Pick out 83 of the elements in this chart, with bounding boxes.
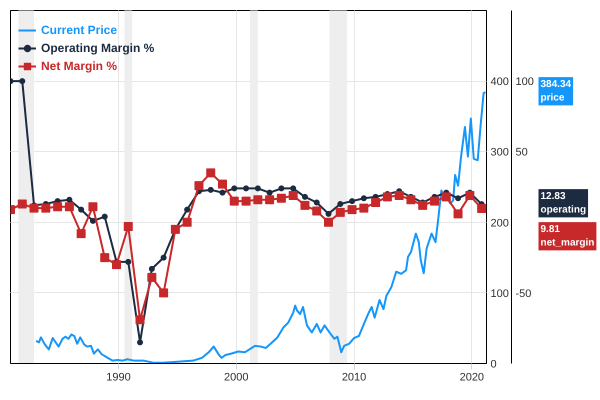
point	[125, 258, 132, 265]
point	[243, 185, 250, 192]
point	[112, 260, 121, 270]
point	[219, 190, 226, 196]
point	[394, 190, 404, 200]
point	[290, 185, 296, 192]
point	[371, 198, 380, 208]
point	[454, 209, 463, 218]
x-tick-label: 2020	[460, 372, 484, 384]
point	[265, 195, 274, 204]
text: 12.83 operating	[540, 191, 586, 216]
point	[442, 192, 451, 202]
point	[288, 190, 298, 200]
point	[430, 196, 440, 206]
point	[124, 222, 133, 232]
y2-tick-label: 100	[516, 76, 534, 88]
point	[300, 200, 310, 210]
point	[90, 218, 96, 224]
point	[76, 229, 86, 238]
legend-label: Net Margin %	[41, 58, 118, 74]
legend-label: Current Price	[41, 22, 118, 38]
y-tick-label: 200	[490, 217, 509, 230]
point	[360, 195, 367, 202]
point	[231, 185, 238, 192]
legend-label: Operating Margin %	[41, 40, 154, 56]
point	[64, 202, 74, 212]
point	[382, 192, 392, 202]
point	[477, 204, 486, 213]
point	[136, 315, 145, 324]
point	[30, 204, 39, 213]
point	[102, 214, 108, 220]
y2-tick-label: -50	[516, 288, 532, 300]
text: 384.34 price	[540, 79, 572, 104]
point	[349, 198, 356, 204]
point	[18, 199, 27, 208]
point	[242, 196, 251, 206]
point	[208, 186, 214, 193]
point	[78, 206, 84, 213]
point	[147, 272, 156, 282]
point	[337, 200, 344, 207]
point	[336, 208, 345, 217]
point	[19, 78, 26, 84]
point	[194, 181, 204, 190]
x-tick-label: 1990	[106, 372, 131, 384]
point	[88, 202, 98, 212]
point	[406, 195, 416, 204]
point	[41, 204, 50, 213]
point	[465, 190, 474, 200]
point	[418, 200, 428, 210]
point	[324, 218, 333, 227]
point	[348, 205, 357, 214]
point	[137, 339, 144, 346]
point	[253, 195, 262, 204]
point	[359, 204, 368, 213]
point	[325, 210, 332, 217]
point	[148, 266, 155, 272]
point	[100, 253, 110, 262]
x-tick-label: 2000	[224, 372, 249, 384]
point	[218, 180, 227, 189]
text: 9.81 net_margin	[540, 224, 594, 248]
point	[182, 218, 192, 227]
y-tick-label: 0	[490, 358, 497, 370]
point	[266, 190, 273, 196]
y-tick-label: 100	[490, 288, 509, 300]
point	[160, 254, 167, 261]
point	[276, 194, 286, 203]
point	[314, 200, 320, 206]
point	[184, 206, 190, 213]
point	[312, 206, 322, 216]
point	[53, 202, 62, 212]
point	[302, 194, 308, 200]
point	[159, 288, 168, 298]
point	[66, 196, 72, 203]
y-tick-label: 400	[490, 76, 509, 88]
point	[254, 185, 261, 192]
point	[206, 168, 216, 178]
point	[278, 185, 284, 192]
y2-tick-label: 50	[516, 146, 528, 159]
point	[230, 196, 239, 206]
line-series	[35, 91, 486, 364]
y-tick-label: 300	[490, 146, 509, 159]
point	[455, 195, 462, 202]
x-tick-label: 2010	[342, 372, 366, 384]
